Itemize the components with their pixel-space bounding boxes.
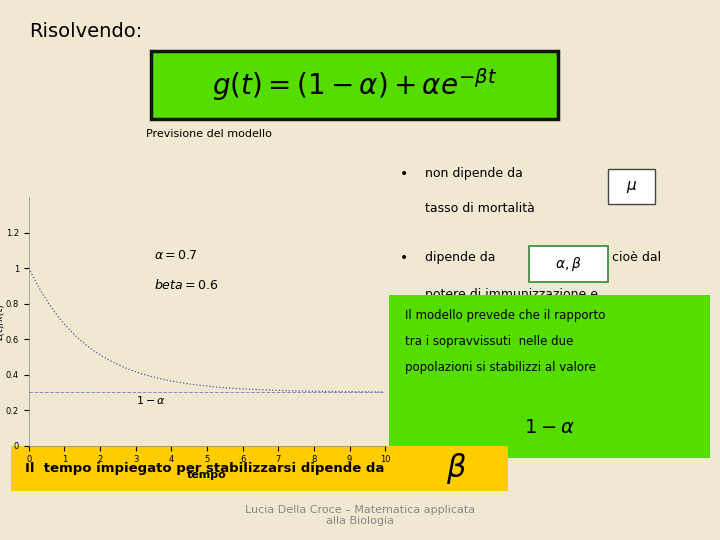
Y-axis label: z(t)/x(t): z(t)/x(t) bbox=[0, 303, 4, 340]
Text: Il modello prevede che il rapporto: Il modello prevede che il rapporto bbox=[405, 309, 606, 322]
Text: non dipende da: non dipende da bbox=[425, 167, 523, 180]
Text: $beta = 0.6$: $beta = 0.6$ bbox=[153, 278, 218, 292]
Text: •: • bbox=[400, 251, 408, 265]
Text: $\alpha, \beta$: $\alpha, \beta$ bbox=[555, 255, 582, 273]
Text: Risolvendo:: Risolvendo: bbox=[29, 22, 142, 40]
Text: •: • bbox=[400, 167, 408, 181]
FancyBboxPatch shape bbox=[11, 446, 508, 491]
Text: potere di immunizzazione e: potere di immunizzazione e bbox=[425, 288, 598, 301]
Text: tasso di mortalità: tasso di mortalità bbox=[425, 202, 535, 215]
Text: Previsione del modello: Previsione del modello bbox=[146, 129, 271, 139]
Text: dipende da: dipende da bbox=[425, 251, 495, 264]
Text: Il  tempo impiegato per stabilizzarsi dipende da: Il tempo impiegato per stabilizzarsi dip… bbox=[25, 462, 384, 475]
FancyBboxPatch shape bbox=[151, 51, 558, 119]
Text: $g(t) = (1-\alpha) + \alpha e^{-\beta t}$: $g(t) = (1-\alpha) + \alpha e^{-\beta t}… bbox=[212, 67, 498, 103]
FancyBboxPatch shape bbox=[389, 295, 710, 458]
FancyBboxPatch shape bbox=[608, 169, 655, 204]
Text: $1-\alpha$: $1-\alpha$ bbox=[524, 420, 575, 437]
X-axis label: tempo: tempo bbox=[187, 470, 227, 480]
Text: Lucia Della Croce – Matematica applicata
alla Biologia: Lucia Della Croce – Matematica applicata… bbox=[245, 505, 475, 526]
Text: $1-\alpha$: $1-\alpha$ bbox=[136, 394, 166, 406]
Text: tra i sopravvissuti  nelle due: tra i sopravvissuti nelle due bbox=[405, 335, 574, 348]
FancyBboxPatch shape bbox=[529, 246, 608, 282]
Text: $\alpha = 0.7$: $\alpha = 0.7$ bbox=[153, 249, 197, 262]
Text: dalla velocità d’infezione: dalla velocità d’infezione bbox=[425, 316, 582, 329]
Text: cioè dal: cioè dal bbox=[612, 251, 661, 264]
Text: $\beta$: $\beta$ bbox=[446, 451, 467, 486]
Text: popolazioni si stabilizzi al valore: popolazioni si stabilizzi al valore bbox=[405, 361, 596, 374]
Text: $\mu$: $\mu$ bbox=[626, 179, 637, 194]
